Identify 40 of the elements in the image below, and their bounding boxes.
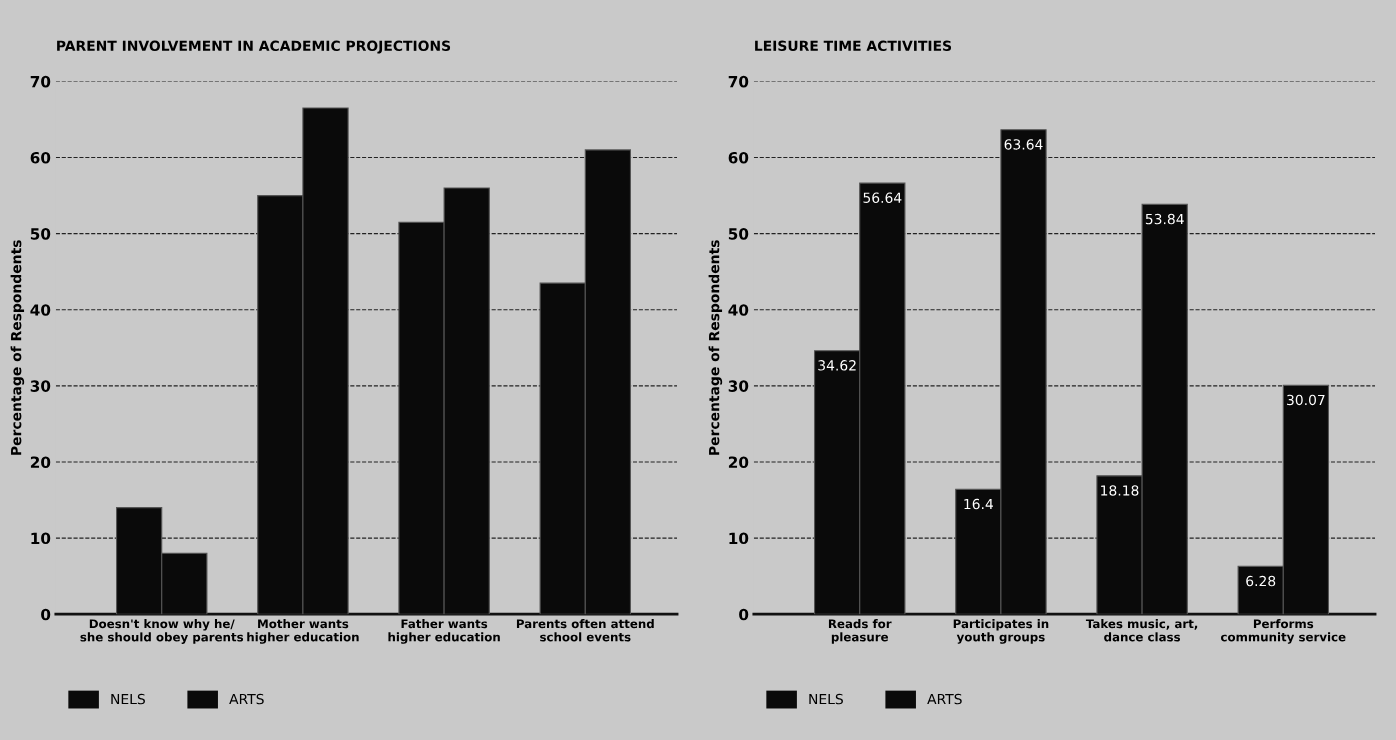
x-tick-label: Participates in youth groups <box>953 619 1049 644</box>
data-label: 16.4 <box>964 498 994 510</box>
x-tick-label: Doesn't know why he/ she should obey parents <box>80 619 244 644</box>
data-label: 63.64 <box>1004 139 1043 150</box>
y-axis-title: Percentage of Respondents <box>10 240 25 455</box>
legend-label: ARTS <box>229 693 264 705</box>
y-tick-label: 70 <box>30 75 51 88</box>
y-tick-label: 0 <box>41 608 51 621</box>
y-tick-label: 60 <box>30 151 51 164</box>
y-tick-label: 50 <box>728 228 749 240</box>
y-tick-label: 20 <box>30 456 51 468</box>
x-tick-label: Reads for pleasure <box>828 619 892 644</box>
y-tick-label: 40 <box>728 304 749 316</box>
y-tick-label: 30 <box>30 380 51 392</box>
x-tick-label: Parents often attend school events <box>516 619 654 642</box>
chart-title: LEISURE TIME ACTIVITIES <box>755 40 952 52</box>
y-tick-label: 40 <box>30 304 51 316</box>
data-label: 30.07 <box>1287 394 1325 406</box>
y-tick-label: 60 <box>728 151 749 164</box>
x-tick-label: Father wants higher education <box>388 619 500 644</box>
y-tick-label: 10 <box>729 532 749 545</box>
y-tick-label: 0 <box>739 608 749 621</box>
chart-title: PARENT INVOLVEMENT IN ACADEMIC PROJECTIONS <box>57 40 451 54</box>
data-label: 6.28 <box>1246 575 1276 587</box>
y-tick-label: 10 <box>31 532 51 545</box>
y-axis-title: Percentage of Respondents <box>708 240 723 455</box>
x-tick-label: Mother wants higher education <box>247 619 359 644</box>
y-tick-label: 20 <box>728 456 749 468</box>
y-tick-label: 50 <box>30 228 51 240</box>
data-label: 53.84 <box>1145 213 1184 225</box>
legend-label: NELS <box>111 693 145 705</box>
legend-label: ARTS <box>927 693 962 705</box>
y-tick-label: 70 <box>728 75 749 88</box>
x-tick-label: Performs community service <box>1220 619 1346 644</box>
data-label: 34.62 <box>818 360 856 371</box>
x-tick-label: Takes music, art, dance class <box>1085 619 1198 642</box>
data-label: 56.64 <box>863 192 902 203</box>
legend-label: NELS <box>809 693 843 705</box>
y-tick-label: 30 <box>728 380 749 392</box>
data-label: 18.18 <box>1101 485 1139 496</box>
